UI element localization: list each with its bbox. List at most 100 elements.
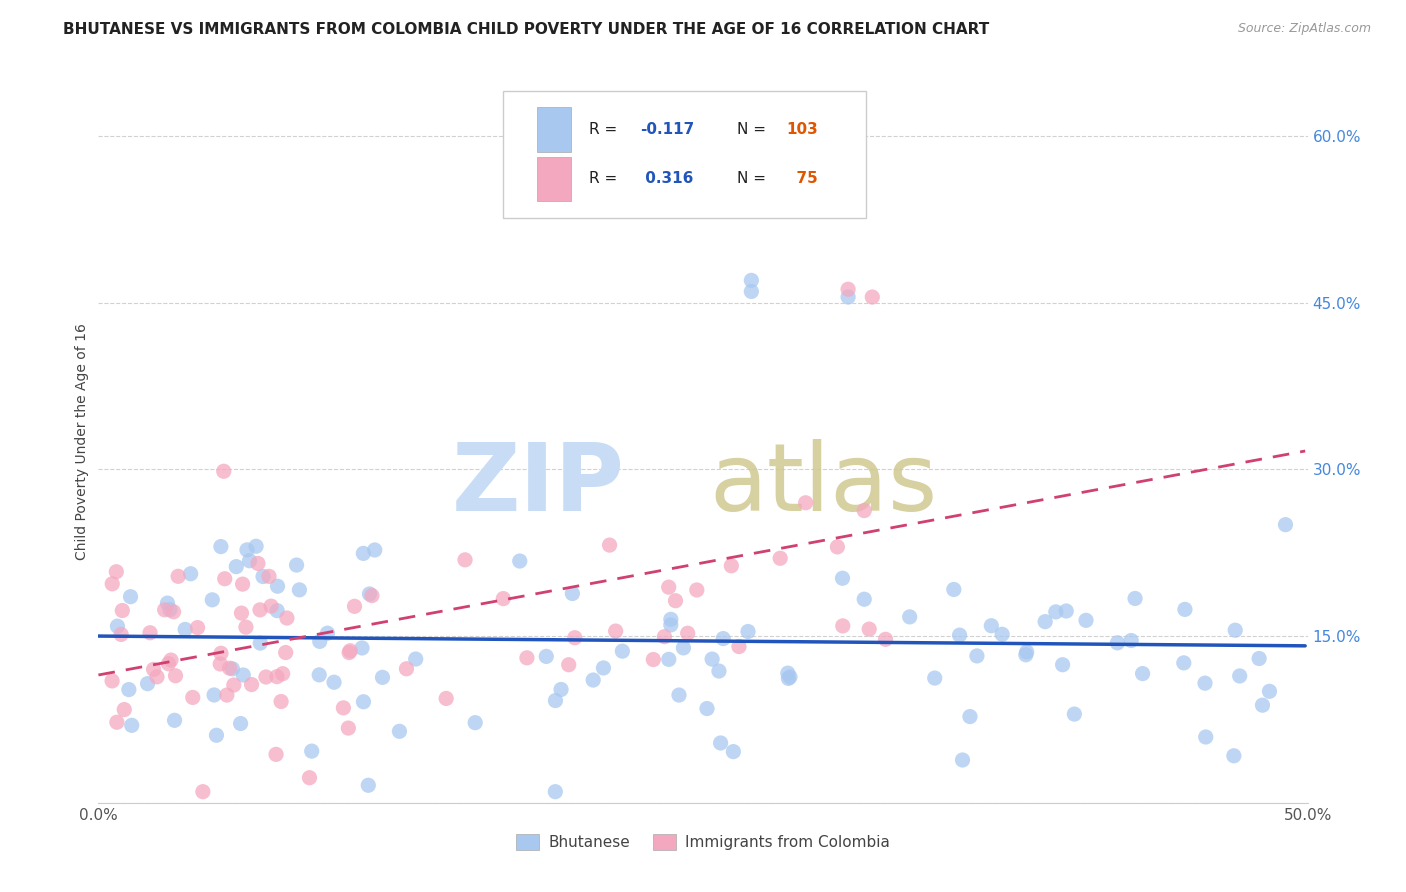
Point <box>676 626 699 640</box>
Point <box>246 557 269 571</box>
Point <box>118 682 141 697</box>
Point <box>794 496 817 510</box>
Point <box>837 282 859 296</box>
Point <box>924 671 946 685</box>
Point <box>875 632 897 647</box>
Point <box>337 646 360 660</box>
Point <box>1121 633 1143 648</box>
Text: BHUTANESE VS IMMIGRANTS FROM COLOMBIA CHILD POVERTY UNDER THE AGE OF 16 CORRELAT: BHUTANESE VS IMMIGRANTS FROM COLOMBIA CH… <box>63 22 990 37</box>
Point <box>105 715 128 730</box>
Text: 75: 75 <box>786 171 818 186</box>
Point <box>163 714 186 728</box>
Point <box>778 672 800 686</box>
Point <box>221 662 243 676</box>
Point <box>160 653 183 667</box>
Point <box>276 611 298 625</box>
Point <box>1274 517 1296 532</box>
Point <box>1054 604 1077 618</box>
Point <box>612 644 634 658</box>
Text: N =: N = <box>737 122 770 137</box>
Text: ZIP: ZIP <box>451 439 624 531</box>
Point <box>1052 657 1074 672</box>
Point <box>339 644 361 658</box>
Point <box>174 623 197 637</box>
Point <box>659 618 682 632</box>
Point <box>159 602 181 616</box>
Point <box>120 590 142 604</box>
Point <box>165 669 187 683</box>
Point <box>205 728 228 742</box>
Point <box>264 747 287 762</box>
Point <box>1225 624 1247 638</box>
Point <box>1033 615 1056 629</box>
Point <box>332 701 354 715</box>
Point <box>359 587 381 601</box>
Point <box>214 572 236 586</box>
Point <box>101 673 124 688</box>
Point <box>395 662 418 676</box>
Point <box>966 648 988 663</box>
Point <box>1195 730 1218 744</box>
Point <box>271 666 294 681</box>
Point <box>288 582 311 597</box>
Point <box>266 670 288 684</box>
Point <box>107 619 129 633</box>
Point <box>643 652 665 666</box>
Point <box>215 688 238 702</box>
Point <box>544 693 567 707</box>
Point <box>245 539 267 553</box>
Point <box>136 676 159 690</box>
Point <box>350 640 373 655</box>
Point <box>858 622 880 636</box>
Point <box>740 285 762 299</box>
Point <box>218 661 240 675</box>
Point <box>191 785 214 799</box>
Point <box>229 716 252 731</box>
Point <box>212 464 235 478</box>
Point <box>371 670 394 684</box>
Point <box>162 605 184 619</box>
Point <box>561 586 583 600</box>
Point <box>254 670 277 684</box>
Point <box>285 558 308 572</box>
Point <box>111 603 134 617</box>
Point <box>737 624 759 639</box>
Point <box>991 627 1014 641</box>
Text: N =: N = <box>737 171 770 186</box>
Point <box>668 688 690 702</box>
FancyBboxPatch shape <box>503 91 866 218</box>
Point <box>492 591 515 606</box>
Point <box>353 695 375 709</box>
Point <box>860 290 883 304</box>
Text: 103: 103 <box>786 122 818 137</box>
Point <box>337 721 360 735</box>
Point <box>516 650 538 665</box>
Point <box>187 621 209 635</box>
Point <box>357 778 380 792</box>
Point <box>1132 666 1154 681</box>
Point <box>1063 707 1085 722</box>
Text: 0.316: 0.316 <box>640 171 693 186</box>
Point <box>202 688 225 702</box>
Point <box>352 546 374 560</box>
Point <box>1107 636 1129 650</box>
Point <box>209 657 232 671</box>
Point <box>1223 748 1246 763</box>
Point <box>1174 602 1197 616</box>
Point <box>298 771 321 785</box>
Point <box>240 677 263 691</box>
Point <box>464 715 486 730</box>
Point <box>710 736 733 750</box>
Point <box>301 744 323 758</box>
Point <box>249 636 271 650</box>
Point <box>664 593 686 607</box>
Point <box>266 604 288 618</box>
Point <box>308 634 330 648</box>
Legend: Bhutanese, Immigrants from Colombia: Bhutanese, Immigrants from Colombia <box>510 829 896 856</box>
Point <box>153 603 176 617</box>
Point <box>831 619 853 633</box>
Point <box>121 718 143 732</box>
Point <box>686 582 709 597</box>
Point <box>740 273 762 287</box>
Point <box>1229 669 1251 683</box>
